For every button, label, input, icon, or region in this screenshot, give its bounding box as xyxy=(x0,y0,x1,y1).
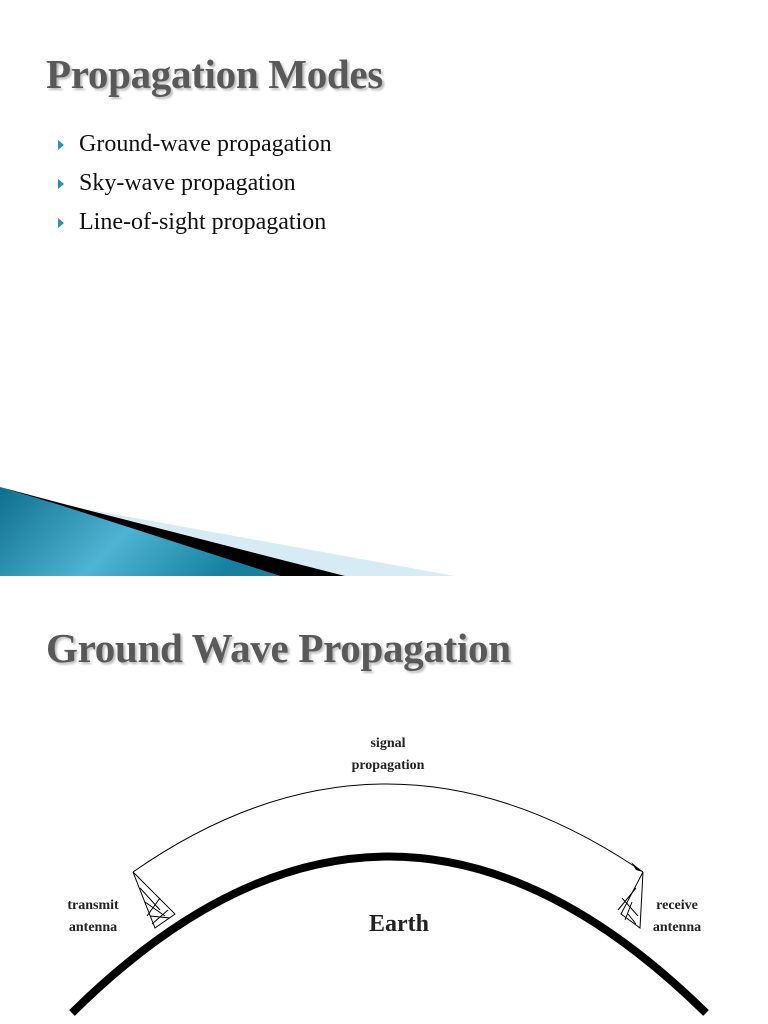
transmit-label: antenna xyxy=(69,920,117,935)
signal-label: propagation xyxy=(352,758,425,773)
ground-wave-diagram: signal propagation transmit antenna rece… xyxy=(67,736,709,1016)
slide-propagation-modes: Propagation Modes Ground-wave propagatio… xyxy=(0,51,455,576)
slide-title: Ground Wave Propagation xyxy=(46,625,511,671)
arrow-head-icon xyxy=(631,862,643,872)
decorative-swoosh xyxy=(0,487,455,576)
receive-antenna-icon xyxy=(617,871,644,929)
bullet-triangle-icon xyxy=(58,140,64,150)
earth-surface xyxy=(69,852,709,1016)
slide-ground-wave: Ground Wave Propagation signal propagati… xyxy=(0,576,768,1024)
earth-label: Earth xyxy=(369,911,429,937)
transmit-antenna-icon xyxy=(132,871,176,929)
bullet-list: Ground-wave propagation Sky-wave propaga… xyxy=(56,131,332,248)
list-item: Ground-wave propagation xyxy=(56,131,332,170)
list-item: Line-of-sight propagation xyxy=(56,209,332,248)
bullet-triangle-icon xyxy=(58,179,64,189)
transmit-label: transmit xyxy=(67,898,119,913)
receive-label: antenna xyxy=(653,920,701,935)
receive-label: receive xyxy=(656,898,698,913)
signal-label: signal xyxy=(370,736,405,751)
slide-title: Propagation Modes xyxy=(46,51,383,97)
signal-path xyxy=(132,783,644,873)
list-item: Sky-wave propagation xyxy=(56,170,332,209)
bullet-triangle-icon xyxy=(58,218,64,228)
